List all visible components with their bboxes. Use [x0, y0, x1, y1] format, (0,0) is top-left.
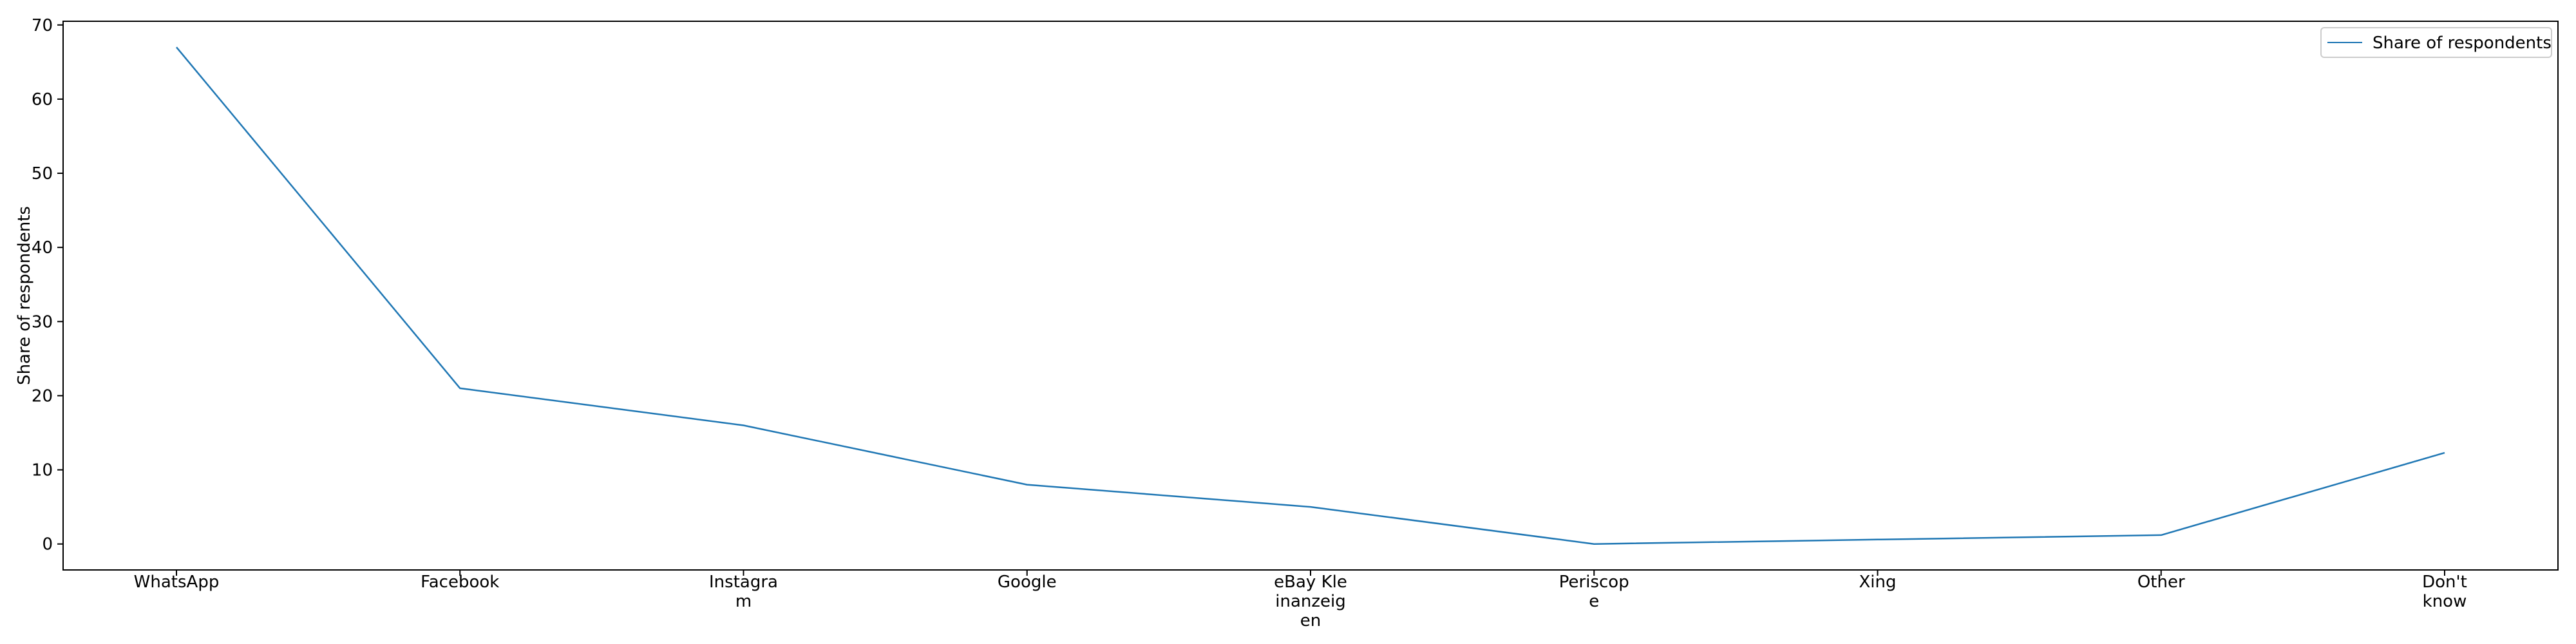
x-tick-label-line: Instagra	[709, 573, 778, 592]
x-axis: WhatsApp Facebook Instagra m Google eBay Kle i…	[134, 570, 2467, 630]
x-tick-label-line: eBay Kle	[1274, 573, 1347, 592]
x-tick-label-line: inanzeig	[1275, 592, 1345, 611]
x-tick-label: Don't know	[2422, 573, 2467, 611]
legend-box	[2320, 27, 2552, 58]
x-tick-label: eBay Kle inanzeig en	[1274, 573, 1347, 630]
x-tick-label-line: Don't	[2422, 573, 2467, 592]
x-tick-label: Other	[2137, 573, 2185, 592]
x-tick-label-line: Other	[2137, 573, 2185, 592]
y-axis-label: Share of respondents	[15, 206, 34, 385]
x-tick-label-line: Facebook	[421, 573, 499, 592]
x-tick-label: Xing	[1859, 573, 1896, 592]
y-tick-label: 20	[32, 386, 53, 406]
y-tick-label: 30	[32, 312, 53, 332]
x-tick-label-line: Periscop	[1559, 573, 1629, 592]
y-axis: 0 10 20 30 40 50 60 70	[32, 16, 63, 554]
y-tick-label: 10	[32, 461, 53, 480]
x-tick-label-line: know	[2423, 592, 2467, 611]
x-tick-label: Periscop e	[1559, 573, 1629, 611]
plot-frame	[62, 21, 2559, 571]
series-line-0	[176, 46, 2445, 545]
y-tick-label: 40	[32, 238, 53, 258]
x-tick-label-line: e	[1589, 592, 1599, 611]
y-tick-label: 70	[32, 16, 53, 35]
y-tick-label: 50	[32, 164, 53, 184]
x-tick-label-line: en	[1300, 611, 1321, 630]
y-tick-label: 0	[42, 535, 53, 554]
x-tick-label: Google	[998, 573, 1057, 592]
x-tick-label-line: Google	[998, 573, 1057, 592]
x-tick-label-line: Xing	[1859, 573, 1896, 592]
x-tick-label: Instagra m	[709, 573, 778, 611]
legend: Share of respondents	[2320, 27, 2552, 58]
legend-label: Share of respondents	[2372, 33, 2552, 53]
x-tick-label-line: m	[735, 592, 752, 611]
x-tick-label: Facebook	[421, 573, 499, 592]
series-layer	[176, 46, 2445, 545]
x-tick-label: WhatsApp	[134, 573, 220, 592]
y-tick-label: 60	[32, 90, 53, 109]
x-tick-label-line: WhatsApp	[134, 573, 220, 592]
